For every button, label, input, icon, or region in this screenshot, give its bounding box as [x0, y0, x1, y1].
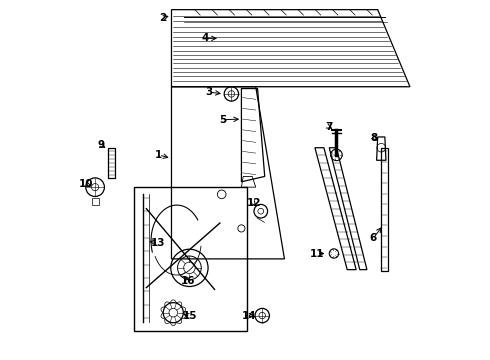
- Text: 7: 7: [325, 122, 333, 132]
- Text: 8: 8: [370, 133, 378, 143]
- Text: 5: 5: [219, 115, 226, 125]
- Text: 1: 1: [155, 150, 163, 160]
- Text: 2: 2: [160, 13, 167, 23]
- Text: 16: 16: [180, 276, 195, 286]
- Text: 10: 10: [79, 179, 94, 189]
- Text: 13: 13: [151, 238, 166, 248]
- Bar: [134, 187, 247, 330]
- Text: 4: 4: [202, 33, 209, 43]
- Text: 11: 11: [310, 248, 324, 258]
- Text: 3: 3: [205, 87, 213, 97]
- Text: 15: 15: [183, 311, 198, 321]
- Text: 12: 12: [246, 198, 261, 208]
- Text: 6: 6: [370, 233, 377, 243]
- Text: 14: 14: [242, 311, 257, 320]
- Text: 9: 9: [98, 140, 104, 150]
